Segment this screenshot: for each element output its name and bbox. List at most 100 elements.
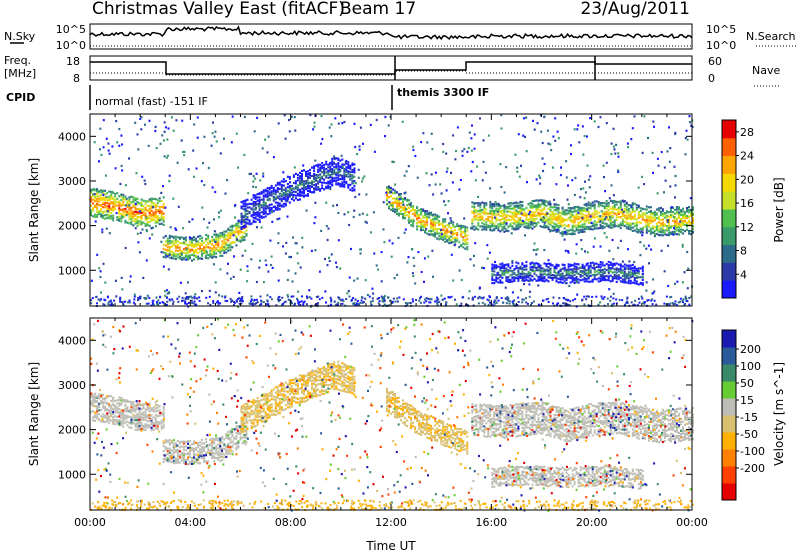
echo-cell-band-5 <box>603 267 606 271</box>
echo-cell-scatter <box>427 212 430 215</box>
echo-cell-band-5 <box>633 278 636 281</box>
echo-cell-band-2 <box>282 193 285 196</box>
echo-cell-scatter <box>458 188 461 191</box>
echo-cell-near <box>298 301 301 303</box>
echo-cell-band-0 <box>118 215 121 218</box>
echo-cell-band-4 <box>653 216 656 219</box>
echo-cell-scatter <box>397 236 400 239</box>
echo-cell-band-0 <box>130 201 133 204</box>
echo-cell-band-5 <box>573 281 576 284</box>
echo-cell-scatter <box>108 152 111 155</box>
echo-cell-band-1 <box>199 237 202 241</box>
echo-cell-band-2 <box>345 162 348 165</box>
echo-cell-band-1 <box>195 254 197 257</box>
echo-cell-near <box>137 296 140 299</box>
echo-cell-band-3 <box>424 223 427 226</box>
echo-cell-band-2 <box>299 183 301 186</box>
echo-cell-band-5 <box>573 277 576 280</box>
echo-cell-band-2 <box>244 225 247 228</box>
nsearch-label: N.Search <box>746 30 796 43</box>
echo-cell-scatter <box>384 135 386 138</box>
echo-cell-near <box>381 297 384 300</box>
echo-cell-band-5 <box>537 264 540 267</box>
echo-cell-band-3 <box>456 232 459 235</box>
echo-cell-band-5 <box>531 268 534 271</box>
echo-cell-scatter <box>532 248 535 252</box>
echo-cell-scatter <box>213 230 216 233</box>
echo-cell-band-4 <box>483 207 486 211</box>
echo-cell-scatter <box>353 279 356 282</box>
echo-cell-scatter <box>150 227 153 230</box>
echo-cell-band-4 <box>513 227 516 230</box>
echo-cell-scatter <box>313 222 316 225</box>
echo-cell-scatter <box>529 211 532 214</box>
echo-cell-band-1 <box>235 222 238 225</box>
echo-cell-band-4 <box>671 206 674 209</box>
echo-cell-band-4 <box>535 206 538 209</box>
echo-cell-band-2 <box>311 185 313 188</box>
echo-cell-band-3 <box>438 235 441 238</box>
echo-cell-scatter <box>220 209 222 212</box>
echo-cell-near <box>233 301 236 304</box>
echo-cell-band-0 <box>148 220 151 223</box>
echo-cell-band-4 <box>633 202 636 205</box>
echo-cell-scatter <box>260 226 263 229</box>
echo-cell-near <box>512 302 514 305</box>
echo-cell-band-1 <box>195 250 197 253</box>
echo-cell-band-2 <box>307 170 309 173</box>
echo-cell-near <box>674 303 677 305</box>
echo-cell-band-4 <box>595 200 598 203</box>
echo-cell-band-4 <box>525 222 528 225</box>
echo-cell-band-1 <box>197 240 200 243</box>
echo-cell-band-2 <box>242 220 245 223</box>
echo-cell-band-0 <box>124 211 127 214</box>
echo-cell-scatter <box>652 278 655 281</box>
echo-cell-band-0 <box>122 420 125 423</box>
echo-cell-scatter <box>105 174 107 177</box>
echo-cell-band-5 <box>623 271 626 274</box>
echo-cell-scatter <box>467 146 470 149</box>
echo-cell-band-2 <box>294 190 297 194</box>
echo-cell-scatter <box>523 117 526 120</box>
echo-cell-scatter <box>201 290 203 293</box>
echo-cell-band-4 <box>543 219 546 222</box>
echo-cell-scatter <box>684 153 687 156</box>
echo-cell-band-2 <box>296 186 299 189</box>
echo-cell-band-2 <box>276 206 279 209</box>
echo-cell-band-1 <box>184 236 187 239</box>
echo-cell-band-2 <box>256 213 259 216</box>
echo-cell-band-0 <box>116 201 119 204</box>
echo-cell-near <box>284 300 287 303</box>
echo-cell-band-1 <box>241 235 244 238</box>
echo-cell-near <box>391 300 394 303</box>
echo-cell-band-0 <box>148 417 151 420</box>
echo-cell-scatter <box>276 218 279 221</box>
echo-cell-band-4 <box>527 227 530 230</box>
echo-cell-band-1 <box>223 251 226 254</box>
echo-cell-band-5 <box>521 272 524 275</box>
echo-cell-band-5 <box>597 263 600 266</box>
echo-cell-scatter <box>525 116 528 119</box>
echo-cell-band-4 <box>497 208 500 211</box>
echo-cell-band-4 <box>581 230 584 233</box>
echo-cell-band-4 <box>533 222 536 225</box>
echo-cell-band-4 <box>571 207 574 210</box>
echo-cell-near <box>507 297 510 300</box>
echo-cell-band-3 <box>452 224 455 227</box>
echo-cell-band-4 <box>603 202 606 205</box>
echo-cell-band-2 <box>307 172 309 176</box>
echo-cell-band-0 <box>148 210 151 213</box>
colorbar-swatch <box>722 280 736 299</box>
echo-cell-band-3 <box>414 210 417 213</box>
echo-cell-scatter <box>567 250 569 253</box>
echo-cell-band-5 <box>491 267 494 270</box>
echo-cell-scatter <box>690 124 693 127</box>
echo-cell-scatter <box>533 128 536 131</box>
echo-cell-band-4 <box>547 201 550 204</box>
echo-cell-band-2 <box>325 176 328 179</box>
echo-cell-band-2 <box>317 174 320 177</box>
echo-cell-band-4 <box>533 225 536 228</box>
echo-cell-band-4 <box>619 208 622 211</box>
echo-cell-band-4 <box>609 211 612 214</box>
echo-cell-band-5 <box>505 279 508 282</box>
